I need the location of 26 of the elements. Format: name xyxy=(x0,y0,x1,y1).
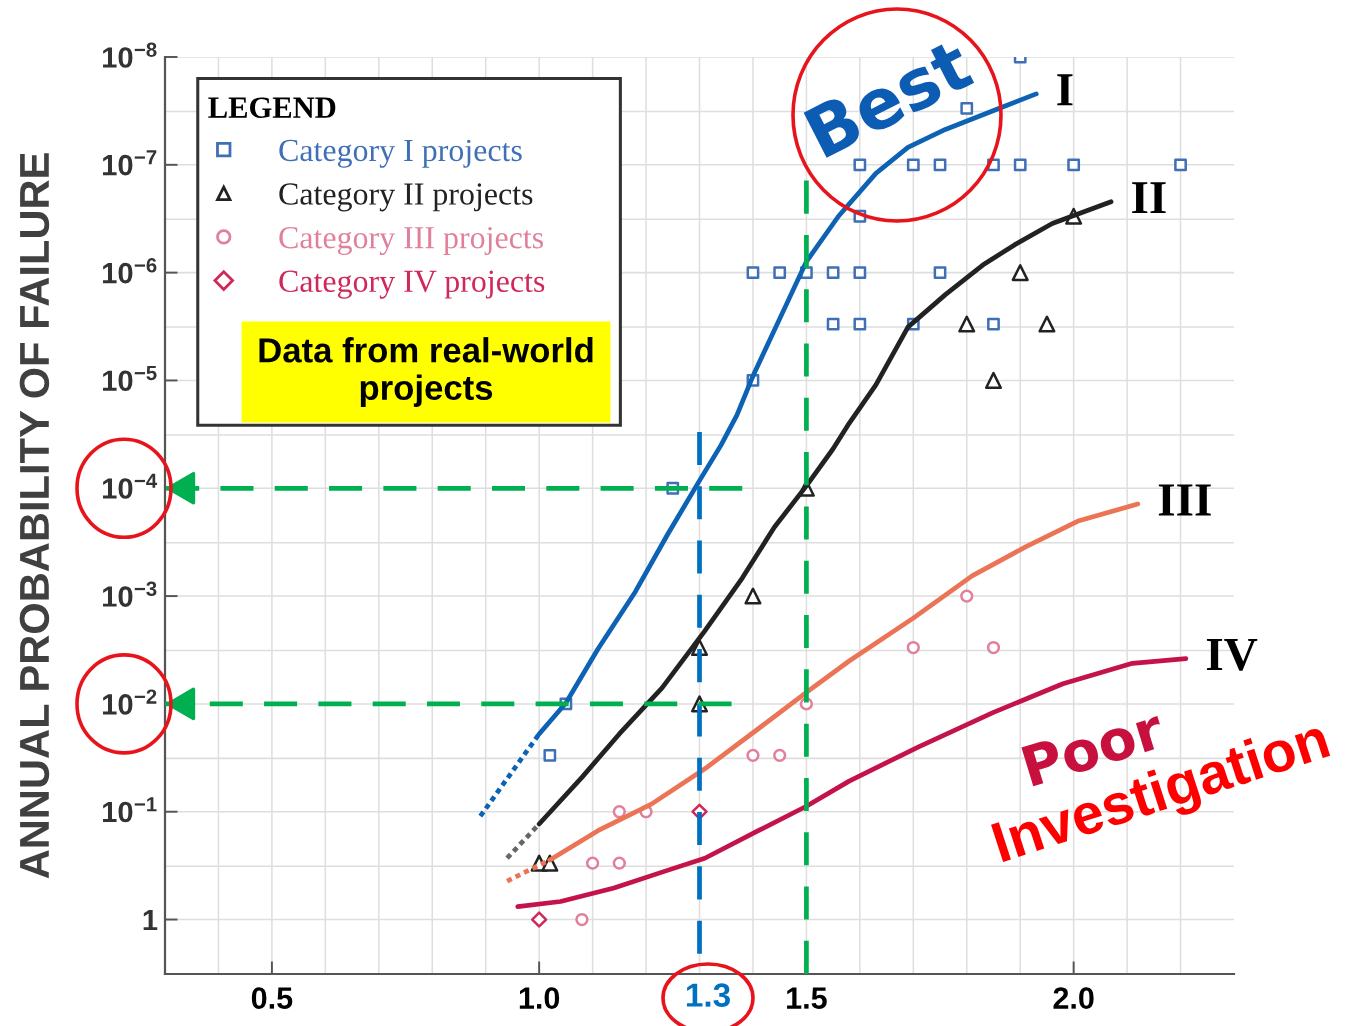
x-tick-label: 0.5 xyxy=(251,987,293,1009)
y-tick-label: 10$^{−5}$ xyxy=(103,365,157,392)
x-tick-label: 1.5 xyxy=(787,987,827,1009)
x-tick-label: 1.0 xyxy=(519,987,560,1009)
series-label: II xyxy=(1132,182,1166,214)
y-tick-label: 10$^{−1}$ xyxy=(103,797,157,823)
x-tick-label: 2.0 xyxy=(1053,987,1094,1009)
y-tick-label: 10$^{−8}$ xyxy=(103,42,157,68)
y-tick-label: 10$^{−6}$ xyxy=(103,258,157,284)
legend-title: LEGEND xyxy=(208,97,336,118)
legend-label: Category II projects xyxy=(279,183,533,212)
text: 1.3 xyxy=(686,983,730,1007)
y-tick-label: 10$^{−2}$ xyxy=(103,689,157,715)
y-tick-label: 10$^{−3}$ xyxy=(103,581,157,607)
y-tick-label: 10$^{−7}$ xyxy=(103,150,157,176)
series-label: IV xyxy=(1206,639,1258,671)
legend-label: Category III projects xyxy=(279,226,543,256)
legend-label: Category I projects xyxy=(279,139,522,168)
series-label: I xyxy=(1057,74,1073,106)
annotation: Data from real-world projects xyxy=(259,337,593,407)
series-label: III xyxy=(1158,484,1211,516)
annotation: Best xyxy=(803,37,976,159)
y-axis-title: ANNUAL PROBABILITY OF FAILURE xyxy=(19,153,50,879)
y-tick-label: 10$^{−4}$ xyxy=(103,473,158,499)
legend-label: Category IV projects xyxy=(279,270,545,299)
y-tick-label: 1 xyxy=(143,910,158,931)
